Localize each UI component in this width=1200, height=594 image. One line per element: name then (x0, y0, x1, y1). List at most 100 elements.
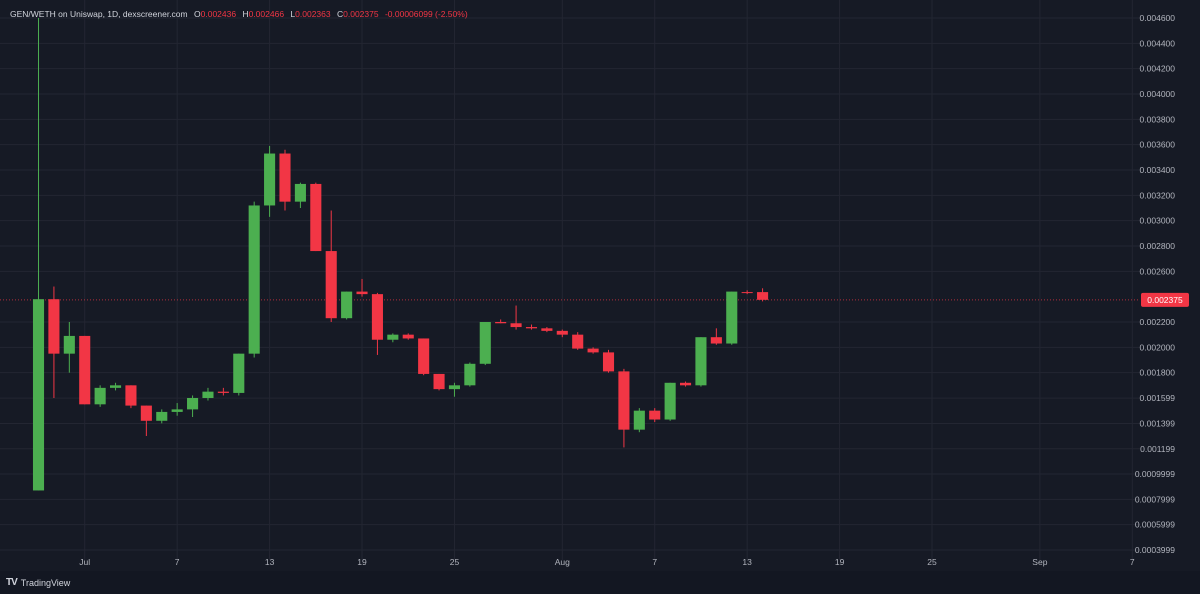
candle-up[interactable] (387, 333, 399, 343)
candle-up[interactable] (633, 408, 645, 433)
candle-down[interactable] (48, 286, 60, 398)
candle-body (556, 330, 568, 335)
y-tick-label: 0.0005999 (1135, 520, 1175, 530)
y-tick-label: 0.004200 (1140, 64, 1176, 74)
y-tick-label: 0.003000 (1140, 216, 1176, 226)
candle-down[interactable] (741, 290, 753, 295)
x-tick-label: Aug (555, 557, 570, 567)
candle-down[interactable] (649, 408, 661, 423)
tradingview-name: TradingView (20, 577, 71, 588)
candle-down[interactable] (556, 329, 568, 338)
candle-up[interactable] (156, 409, 168, 424)
candle-up[interactable] (664, 382, 676, 421)
candle-down[interactable] (757, 288, 769, 302)
candle-down[interactable] (587, 347, 599, 354)
candle-down[interactable] (679, 381, 692, 387)
candle-up[interactable] (171, 403, 183, 416)
x-tick-label: 19 (835, 557, 845, 567)
candle-up[interactable] (448, 382, 461, 397)
candle-down[interactable] (602, 349, 615, 373)
candle-body (695, 337, 707, 386)
tradingview-logo[interactable]: TV TradingView (6, 577, 70, 588)
candle-up[interactable] (341, 291, 353, 320)
candle-up[interactable] (109, 382, 122, 391)
candle-down[interactable] (710, 328, 722, 345)
last-price-tag: 0.002375 (1141, 292, 1189, 307)
candle-body (79, 335, 91, 405)
y-tick-label: 0.001399 (1140, 418, 1176, 428)
candles[interactable] (32, 18, 769, 491)
candle-up[interactable] (187, 395, 199, 417)
y-tick-label: 0.0003999 (1135, 545, 1175, 555)
candle-body (125, 385, 137, 406)
time-axis[interactable]: Jul 7 13 19 25 Aug 7 13 19 25 Sep 7 (79, 557, 1135, 567)
candle-body (341, 291, 353, 319)
candle-up[interactable] (63, 321, 75, 373)
y-tick-label: 0.003600 (1140, 140, 1176, 150)
high-label: H (242, 9, 249, 19)
candle-body (171, 409, 183, 412)
candle-down[interactable] (618, 368, 630, 448)
candle-up[interactable] (233, 353, 245, 396)
candle-down[interactable] (433, 373, 445, 391)
y-tick-label: 0.002000 (1140, 342, 1176, 352)
candle-down[interactable] (125, 385, 137, 409)
candle-body (602, 352, 615, 372)
candle-down[interactable] (217, 387, 229, 396)
y-tick-label: 0.004400 (1140, 38, 1176, 48)
change-value: -0.00006099 (-2.50%) (384, 9, 468, 19)
last-price-tag-bg (1141, 292, 1189, 307)
x-tick-label: 7 (175, 557, 180, 567)
candle-down[interactable] (279, 149, 291, 211)
candle-down[interactable] (325, 210, 337, 322)
candle-body (202, 391, 214, 398)
candle-up[interactable] (264, 145, 276, 217)
y-tick-label: 0.002600 (1140, 266, 1176, 276)
candle-body (248, 205, 260, 354)
candle-down[interactable] (495, 319, 507, 324)
candle-body (757, 292, 769, 300)
candle-body (264, 153, 276, 206)
candle-up[interactable] (695, 337, 707, 387)
candle-up[interactable] (32, 18, 45, 491)
candle-up[interactable] (248, 201, 260, 358)
candle-down[interactable] (510, 305, 522, 330)
candle-down[interactable] (572, 332, 584, 350)
candle-body (32, 299, 45, 491)
candle-body (433, 373, 445, 390)
price-axis[interactable]: 0.004600 0.004400 0.004200 0.004000 0.003800… (1135, 13, 1175, 555)
candle-body (633, 410, 645, 430)
candle-down[interactable] (541, 327, 553, 333)
low-label: L (290, 9, 296, 19)
open-value: 0.002436 (200, 9, 237, 19)
candle-up[interactable] (94, 385, 106, 407)
x-tick-label: 13 (742, 557, 752, 567)
candle-body (448, 385, 461, 390)
candle-up[interactable] (294, 182, 306, 208)
candle-body (618, 371, 630, 430)
y-tick-label: 0.003200 (1140, 190, 1176, 200)
candle-down[interactable] (418, 338, 430, 376)
candle-body (510, 323, 522, 328)
candle-up[interactable] (479, 321, 491, 366)
candle-up[interactable] (202, 387, 214, 401)
candle-down[interactable] (79, 335, 91, 405)
candle-body (402, 334, 414, 339)
candle-down[interactable] (371, 292, 383, 355)
symbol-title: GEN/WETH on Uniswap, 1D, dexscreener.com (10, 9, 188, 19)
candle-body (587, 348, 599, 353)
candle-up[interactable] (464, 362, 476, 387)
candle-down[interactable] (525, 324, 538, 330)
y-tick-label: 0.002800 (1140, 241, 1176, 251)
candle-down[interactable] (140, 405, 152, 436)
candle-body (495, 321, 507, 324)
candle-down[interactable] (356, 278, 368, 297)
candle-up[interactable] (726, 291, 738, 345)
low-value: 0.002363 (295, 9, 331, 19)
x-tick-label: Jul (79, 557, 90, 567)
x-tick-label: 19 (357, 557, 367, 567)
candle-down[interactable] (310, 182, 322, 252)
candle-down[interactable] (402, 333, 414, 340)
